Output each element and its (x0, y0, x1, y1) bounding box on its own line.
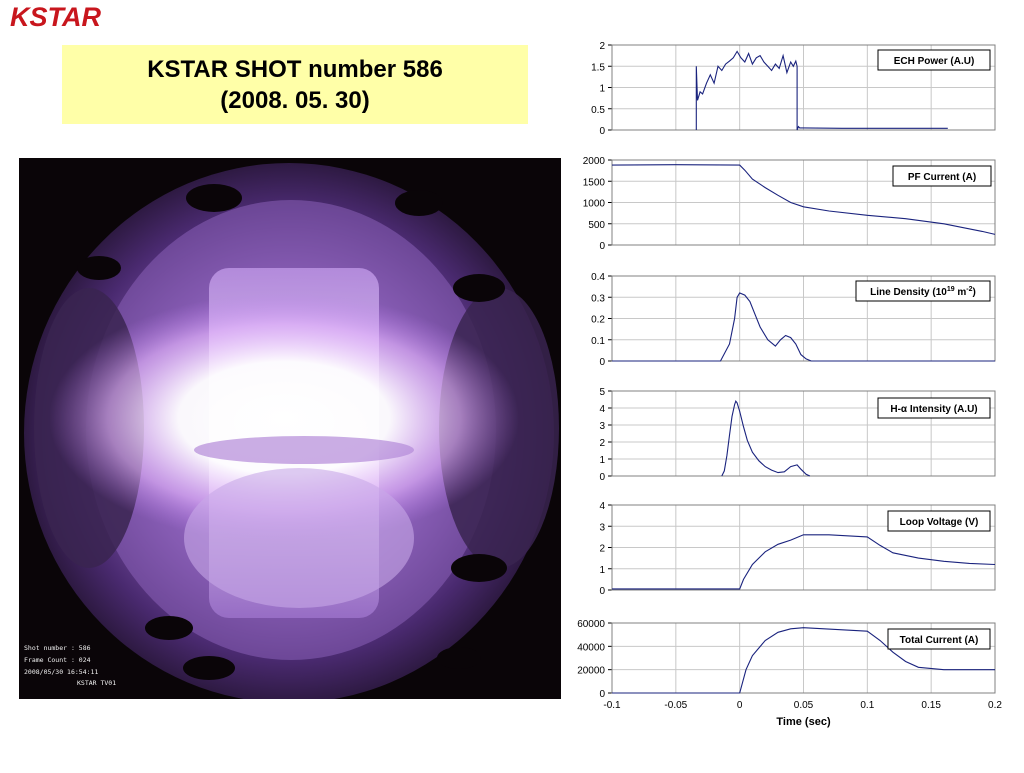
legend-label: H-α Intensity (A.U) (890, 404, 977, 415)
x-tick-label: 0.2 (988, 700, 1002, 711)
y-tick-label: 0 (599, 241, 605, 252)
x-tick-label: 0 (737, 700, 743, 711)
x-tick-label: -0.1 (603, 700, 621, 711)
plasma-photo: Shot number : 586 Frame Count : 024 2008… (19, 158, 561, 699)
y-tick-label: 2 (599, 41, 605, 52)
series-line (612, 534, 996, 590)
y-tick-label: 2000 (583, 156, 606, 167)
overlay-camera-id: KSTAR TV01 (77, 679, 117, 687)
legend-label: Loop Voltage (V) (900, 517, 979, 528)
diagnostic-charts: 0 0.5 1 1.5 2 ECH Power (A.U) 0 500 1000 1500 2000… (560, 36, 1024, 768)
legend-label: Line Density (1019 m-2) (870, 286, 976, 298)
plot-frame (611, 504, 996, 591)
y-tick-label: 0 (599, 472, 605, 483)
plot-frame (611, 390, 996, 477)
legend-box (887, 628, 991, 650)
y-tick-label: 1 (599, 565, 605, 576)
y-tick-label: 1 (599, 455, 605, 466)
plot-frame (611, 622, 996, 694)
plot-frame (611, 275, 996, 362)
y-tick-label: 40000 (577, 642, 605, 653)
y-tick-label: 20000 (577, 666, 605, 677)
legend-box (887, 510, 991, 532)
y-tick-label: 0.5 (591, 105, 605, 116)
plasma-vessel-image (19, 158, 561, 699)
y-tick-label: 0.4 (591, 272, 605, 283)
y-tick-label: 1 (599, 84, 605, 95)
y-tick-label: 0 (599, 586, 605, 597)
y-tick-label: 1500 (583, 177, 606, 188)
series-line (612, 292, 995, 362)
overlay-frame-count: Frame Count : 024 (24, 656, 91, 664)
series-line (611, 164, 996, 235)
y-tick-label: 0 (599, 357, 605, 368)
legend-box (855, 280, 991, 302)
y-tick-label: 3 (599, 522, 605, 533)
series-line (612, 627, 995, 694)
legend-label: PF Current (A) (908, 172, 976, 183)
y-tick-label: 0 (599, 689, 605, 700)
y-tick-label: 500 (588, 220, 605, 231)
kstar-logo: KSTAR (10, 2, 101, 33)
y-tick-label: 1000 (583, 199, 606, 210)
legend-box (877, 49, 991, 71)
plot-frame (611, 159, 996, 246)
legend-box (877, 397, 991, 419)
overlay-datetime: 2008/05/30 16:54:11 (24, 668, 99, 676)
y-tick-label: 2 (599, 544, 605, 555)
y-tick-label: 0.1 (591, 336, 605, 347)
y-tick-label: 2 (599, 438, 605, 449)
title-box: KSTAR SHOT number 586 (2008. 05. 30) (62, 45, 528, 124)
y-tick-label: 0.3 (591, 293, 605, 304)
overlay-shot-number: Shot number : 586 (24, 644, 91, 652)
x-tick-label: 0.05 (794, 700, 814, 711)
series-line (695, 50, 948, 131)
kstar-logo-text: KSTAR (10, 2, 101, 32)
x-axis-title: Time (sec) (776, 716, 831, 728)
page-title: KSTAR SHOT number 586 (147, 55, 443, 83)
y-tick-label: 1.5 (591, 62, 605, 73)
legend-label: ECH Power (A.U) (894, 56, 975, 67)
y-tick-label: 3 (599, 421, 605, 432)
x-tick-label: 0.15 (921, 700, 941, 711)
legend-label: Total Current (A) (900, 635, 979, 646)
y-tick-label: 4 (599, 501, 605, 512)
legend-box (892, 165, 992, 187)
y-tick-label: 0 (599, 126, 605, 137)
y-tick-label: 4 (599, 404, 605, 415)
y-tick-label: 0.2 (591, 315, 605, 326)
x-tick-label: 0.1 (860, 700, 874, 711)
plot-frame (611, 44, 996, 131)
y-tick-label: 60000 (577, 619, 605, 630)
page-subtitle-date: (2008. 05. 30) (220, 86, 370, 114)
y-tick-label: 5 (599, 387, 605, 398)
x-tick-label: -0.05 (664, 700, 687, 711)
series-line (721, 400, 811, 477)
